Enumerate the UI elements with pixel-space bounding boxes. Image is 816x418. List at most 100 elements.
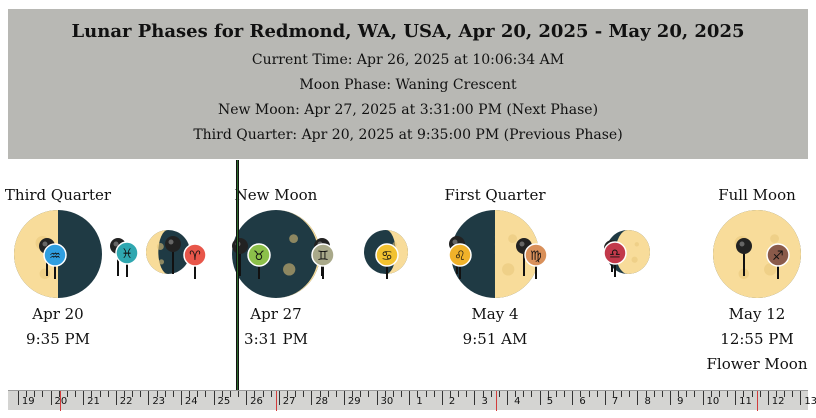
ruler-tick <box>58 391 60 397</box>
phase-marker <box>60 391 61 411</box>
previous-phase-text: Third Quarter: Apr 20, 2025 at 9:35:00 P… <box>193 127 623 143</box>
ruler-tick <box>637 391 639 405</box>
ruler-tick <box>42 391 44 397</box>
ruler-day-label: 21 <box>87 396 100 407</box>
waning-crescent-moon-icon <box>146 230 190 274</box>
ruler-day-label: 27 <box>282 396 296 407</box>
phase-time-first-quarter: 9:51 AM <box>462 330 528 348</box>
ruler-tick <box>303 391 305 397</box>
ruler-tick <box>604 391 606 405</box>
gemini-sign-icon: ♊ <box>311 243 335 279</box>
ruler-day-label: 6 <box>579 396 586 407</box>
ruler-tick <box>441 391 443 405</box>
ruler-tick <box>246 391 248 405</box>
ruler-tick <box>164 391 166 397</box>
sagittarius-sign-icon: ♐ <box>766 243 790 279</box>
ruler-tick <box>449 391 451 397</box>
new-moon-icon <box>232 210 320 298</box>
svg-text:♋: ♋ <box>381 249 393 264</box>
phase-time-new-moon: 3:31 PM <box>244 330 308 348</box>
svg-text:♎: ♎ <box>609 247 621 262</box>
ruler-tick <box>99 391 101 397</box>
ruler-tick <box>172 391 174 397</box>
position-pin <box>736 238 752 276</box>
ruler-tick <box>653 391 655 397</box>
virgo-sign-icon: ♍ <box>524 243 548 279</box>
ruler-tick <box>123 391 125 397</box>
ruler-tick <box>629 391 631 397</box>
ruler-tick <box>254 391 256 397</box>
ruler-tick <box>140 391 142 397</box>
ruler-tick <box>197 391 199 397</box>
ruler-day-label: 30 <box>380 396 394 407</box>
libra-sign-icon: ♎ <box>603 241 627 277</box>
ruler-day-label: 8 <box>644 396 651 407</box>
ruler-tick <box>645 391 647 397</box>
ruler-tick <box>702 391 704 405</box>
phase-time-full-moon: 12:55 PM <box>720 330 794 348</box>
next-phase-text: New Moon: Apr 27, 2025 at 3:31:00 PM (Ne… <box>217 102 599 118</box>
aquarius-sign-icon: ♒ <box>43 243 67 279</box>
phase-marker <box>496 391 497 411</box>
ruler-tick <box>490 391 492 397</box>
ruler-tick <box>83 391 85 405</box>
ruler-tick <box>91 391 93 397</box>
pisces-sign-icon: ♓ <box>115 241 139 277</box>
ruler-tick <box>784 391 786 397</box>
ruler-tick <box>612 391 614 397</box>
ruler-tick <box>661 391 663 397</box>
day-ruler: 1920212223242526272829301234567891011121… <box>8 390 816 411</box>
ruler-tick <box>588 391 590 397</box>
svg-text:♉: ♉ <box>253 249 265 264</box>
phase-marker <box>757 391 758 411</box>
ruler-tick <box>401 391 403 397</box>
ruler-tick <box>425 391 427 397</box>
ruler-tick <box>344 391 345 405</box>
phase-date-full-moon: May 12 <box>728 305 786 323</box>
ruler-tick <box>417 391 419 397</box>
svg-text:♈: ♈ <box>189 249 201 264</box>
moon-phase-text: Moon Phase: Waning Crescent <box>299 77 517 93</box>
phase-date-first-quarter: May 4 <box>471 305 519 323</box>
current-time-text: Current Time: Apr 26, 2025 at 10:06:34 A… <box>251 52 565 68</box>
ruler-tick <box>270 391 272 397</box>
ruler-tick <box>710 391 712 397</box>
ruler-tick <box>205 391 207 397</box>
ruler-day-label: 24 <box>184 396 198 407</box>
ruler-tick <box>735 391 737 405</box>
ruler-day-label: 26 <box>250 396 263 407</box>
ruler-tick <box>181 391 182 405</box>
ruler-tick <box>278 391 280 405</box>
ruler-tick <box>18 391 19 405</box>
phase-name-third-quarter: Third Quarter <box>4 186 112 204</box>
phase-name-new-moon: New Moon <box>234 186 318 204</box>
ruler-day-label: 3 <box>481 396 488 407</box>
taurus-sign-icon: ♉ <box>247 243 271 279</box>
svg-text:♓: ♓ <box>121 247 133 262</box>
ruler-tick <box>547 391 549 397</box>
ruler-day-label: 7 <box>611 396 619 407</box>
ruler-day-label: 1 <box>416 396 423 407</box>
ruler-tick <box>759 391 761 397</box>
ruler-tick <box>792 391 794 397</box>
ruler-tick <box>368 391 370 397</box>
ruler-tick <box>148 391 150 405</box>
ruler-day-label: 5 <box>546 396 554 407</box>
ruler-day-label: 10 <box>706 396 720 407</box>
ruler-tick <box>515 391 517 397</box>
ruler-tick <box>775 391 777 397</box>
ruler-tick <box>66 391 68 397</box>
ruler-tick <box>678 391 680 397</box>
ruler-tick <box>800 391 802 405</box>
svg-text:♒: ♒ <box>49 249 61 264</box>
ruler-tick <box>295 391 297 397</box>
ruler-tick <box>686 391 688 397</box>
ruler-tick <box>555 391 557 397</box>
ruler-day-label: 28 <box>315 396 329 407</box>
ruler-tick <box>392 391 394 397</box>
ruler-tick <box>360 391 362 397</box>
ruler-tick <box>132 391 134 397</box>
ruler-day-label: 12 <box>771 396 785 407</box>
ruler-tick <box>727 391 729 397</box>
